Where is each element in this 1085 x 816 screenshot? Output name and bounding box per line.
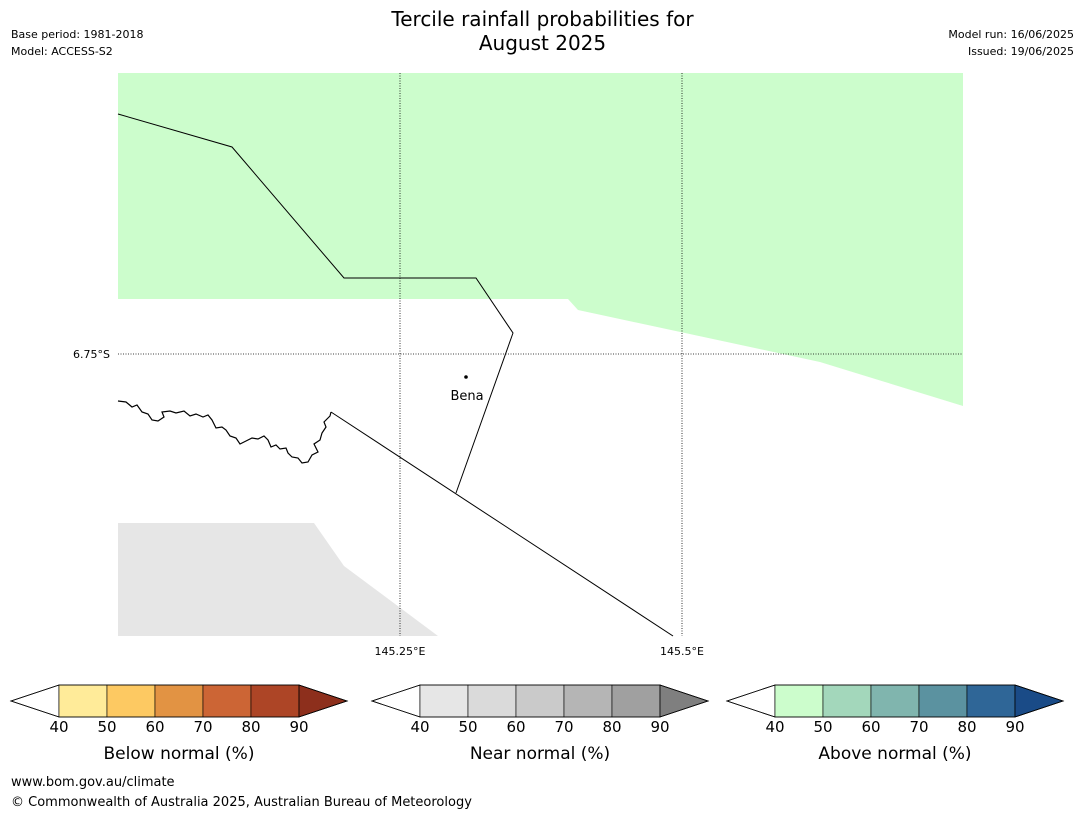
colorbar-tick-label: 80 bbox=[241, 718, 261, 736]
colorbar-tick-label: 40 bbox=[49, 718, 69, 736]
title-line-1: Tercile rainfall probabilities for bbox=[391, 7, 694, 31]
near-normal-region bbox=[118, 523, 438, 636]
colorbar-low-arrow bbox=[725, 684, 776, 718]
colorbar-cell bbox=[58, 684, 108, 718]
colorbar-tick-label: 60 bbox=[145, 718, 165, 736]
colorbar-3 bbox=[725, 684, 1065, 718]
model-text: Model: ACCESS-S2 bbox=[11, 45, 113, 58]
colorbar-tick-label: 50 bbox=[97, 718, 117, 736]
colorbar-axis-label: Near normal (%) bbox=[469, 744, 611, 764]
river-boundary bbox=[117, 400, 332, 464]
colorbar-axis-label: Above normal (%) bbox=[818, 744, 972, 764]
footer-copyright: © Commonwealth of Australia 2025, Austra… bbox=[11, 795, 472, 810]
colorbar-axis-label: Below normal (%) bbox=[103, 744, 255, 764]
colorbar-cell bbox=[563, 684, 613, 718]
above-normal-region bbox=[118, 73, 963, 406]
colorbar-cell bbox=[419, 684, 469, 718]
colorbar-tick-label: 80 bbox=[957, 718, 977, 736]
colorbar-tick-label: 50 bbox=[813, 718, 833, 736]
colorbar-high-arrow bbox=[1014, 684, 1065, 718]
colorbar-low-arrow bbox=[370, 684, 421, 718]
colorbar-cell bbox=[106, 684, 156, 718]
info-left: Base period: 1981-2018 Model: ACCESS-S2 bbox=[11, 26, 143, 60]
model-run-text: Model run: 16/06/2025 bbox=[948, 28, 1074, 41]
colorbar-tick-label: 50 bbox=[458, 718, 478, 736]
colorbar-cell bbox=[918, 684, 968, 718]
colorbar-frame bbox=[9, 684, 349, 718]
colorbar-cell bbox=[515, 684, 565, 718]
colorbar-cell bbox=[870, 684, 920, 718]
colorbar-tick-label: 90 bbox=[650, 718, 670, 736]
issued-text: Issued: 19/06/2025 bbox=[967, 45, 1074, 58]
colorbar-1 bbox=[9, 684, 349, 718]
colorbar-tick-label: 60 bbox=[506, 718, 526, 736]
colorbar-2 bbox=[370, 684, 710, 718]
colorbar-high-arrow bbox=[659, 684, 710, 718]
lon-label-145-5: 145.5°E bbox=[660, 645, 704, 658]
colorbar-tick-label: 60 bbox=[861, 718, 881, 736]
colorbar-cell bbox=[966, 684, 1016, 718]
colorbar-cell bbox=[822, 684, 872, 718]
province-border-north bbox=[117, 113, 514, 494]
colorbar-cell bbox=[611, 684, 661, 718]
colorbar-cell bbox=[202, 684, 252, 718]
colorbar-tick-label: 80 bbox=[602, 718, 622, 736]
colorbar-cell bbox=[774, 684, 824, 718]
colorbars bbox=[9, 684, 1065, 718]
colorbar-tick-label: 40 bbox=[765, 718, 785, 736]
title-line-2: August 2025 bbox=[478, 31, 607, 55]
place-label-bena: Bena bbox=[450, 389, 483, 404]
colorbar-cell bbox=[467, 684, 517, 718]
colorbar-low-arrow bbox=[9, 684, 60, 718]
colorbar-tick-label: 70 bbox=[554, 718, 574, 736]
colorbar-tick-label: 90 bbox=[289, 718, 309, 736]
colorbar-frame bbox=[370, 684, 710, 718]
info-right: Model run: 16/06/2025 Issued: 19/06/2025 bbox=[948, 26, 1074, 60]
base-period-text: Base period: 1981-2018 bbox=[11, 28, 144, 41]
colorbar-tick-label: 70 bbox=[909, 718, 929, 736]
colorbar-cell bbox=[154, 684, 204, 718]
colorbar-tick-label: 40 bbox=[410, 718, 430, 736]
colorbar-cell bbox=[250, 684, 300, 718]
colorbar-frame bbox=[725, 684, 1065, 718]
footer-url: www.bom.gov.au/climate bbox=[11, 775, 175, 790]
bena-marker bbox=[464, 375, 468, 379]
province-border-south bbox=[330, 411, 674, 637]
colorbar-high-arrow bbox=[298, 684, 349, 718]
colorbar-tick-label: 70 bbox=[193, 718, 213, 736]
page-title: Tercile rainfall probabilities for Augus… bbox=[0, 7, 1085, 55]
lat-label-6-75: 6.75°S bbox=[73, 348, 110, 361]
lon-label-145-25: 145.25°E bbox=[375, 645, 426, 658]
colorbar-tick-label: 90 bbox=[1005, 718, 1025, 736]
